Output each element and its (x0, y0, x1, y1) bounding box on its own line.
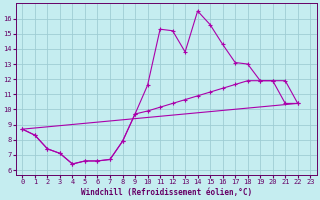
X-axis label: Windchill (Refroidissement éolien,°C): Windchill (Refroidissement éolien,°C) (81, 188, 252, 197)
